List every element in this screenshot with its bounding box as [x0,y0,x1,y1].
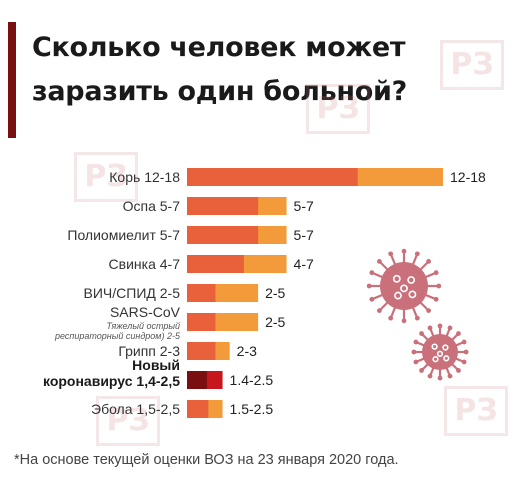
virus-spike-tip [413,339,419,345]
virus-spike-tip [376,258,382,264]
watermark-logo: РЗ [440,40,504,90]
virus-illustrations [366,248,469,381]
virus-dot [431,343,438,350]
virus-spike-tip [369,270,375,276]
category-label: Грипп 2-3 [118,343,180,359]
bar-range-low [187,284,216,302]
watermark-logo: РЗ [74,152,138,202]
virus-dot [400,284,408,293]
category-sublabel: Тяжелый острый респираторный синдром) 2-5 [54,321,181,341]
value-label: 2-5 [265,314,285,330]
category-label: Полиомиелит 5-7 [67,227,180,243]
virus-spike-tip [461,359,467,365]
category-sublabel-line: Тяжелый острый [106,321,180,331]
virus-spike-tip [427,373,433,379]
watermark-logo: РЗ [96,396,160,446]
virus-spike-tip [411,349,417,355]
virus-spike-tip [376,308,382,314]
watermark-logo: РЗ [444,386,508,436]
chart-title: Сколько человек может заразить один боль… [32,26,502,114]
virus-icon-large [366,248,442,324]
virus-spike-tip [426,258,432,264]
title-line-2: заразить один больной? [32,76,407,107]
category-label: ВИЧ/СПИД 2-5 [84,285,181,301]
value-label: 12-18 [450,169,486,185]
bar-range-low [187,342,216,360]
virus-dot [392,274,401,283]
virus-spike-tip [388,251,394,257]
virus-spike-tip [419,368,424,373]
category-label-line: Новый [132,357,180,373]
bar-range-low [187,255,244,273]
virus-dot [432,356,439,363]
category-label: Оспа 5-7 [123,198,181,214]
value-label: 1.4-2.5 [230,372,274,388]
bar-range-low [187,197,259,215]
category-sublabel-line: респираторный синдром) 2-5 [54,331,181,341]
value-labels: 12-18 5-7 5-7 4-7 2-5 2-5 2-3 1.4-2.5 1.5-2.5 [230,169,486,417]
virus-spike-tip [433,270,439,276]
virus-spike-tip [414,315,420,321]
virus-spike-tip [427,325,433,331]
value-label: 4-7 [294,256,314,272]
title-accent-bar [8,22,16,138]
virus-spike-tip [414,251,420,257]
bar-range-low [187,226,259,244]
category-label: SARS-CoV [110,304,181,320]
virus-spike-tip [461,339,467,345]
virus-spike-tip [401,318,407,324]
virus-spike-tip [388,315,394,321]
virus-dot [394,291,402,300]
virus-spike-tip [437,375,443,381]
virus-spike-tip [426,308,432,314]
virus-icon-small [411,323,469,381]
footnote: *На основе текущей оценки ВОЗ на 23 янва… [14,452,399,468]
category-label: Новый коронавирус 1,4-2,5 [43,357,180,389]
category-label-line: коронавирус 1,4-2,5 [43,373,180,389]
virus-spike-tip [456,368,461,373]
virus-spike-tip [419,331,424,336]
virus-spike-tip [369,296,375,302]
virus-spike-tip [413,359,419,365]
bars [187,168,443,418]
virus-dot [442,344,449,351]
bar-range-low [187,371,207,389]
value-label: 2-5 [265,285,285,301]
category-label: Эбола 1,5-2,5 [91,401,180,417]
virus-dot [407,276,416,284]
virus-spike-tip [447,325,453,331]
virus-spike-tip [437,323,443,329]
virus-dot [443,355,450,362]
value-label: 2-3 [237,343,257,359]
virus-dot [436,350,444,357]
bar-range-low [187,313,216,331]
value-label: 5-7 [294,227,314,243]
virus-spike-tip [433,296,439,302]
bar-range-low [187,168,358,186]
watermark-logo: РЗ [306,84,370,134]
virus-spike-tip [447,373,453,379]
title-line-1: Сколько человек может [32,32,406,63]
category-labels: Корь 12-18 Оспа 5-7 Полиомиелит 5-7 Свинка … [43,169,181,417]
value-label: 5-7 [294,198,314,214]
virus-spike-tip [463,349,469,355]
category-label: Корь 12-18 [109,169,180,185]
bar-range-low [187,400,209,418]
virus-spike-tip [436,283,442,289]
category-label: Свинка 4-7 [109,256,181,272]
virus-dot [408,290,417,299]
virus-spike-tip [456,331,461,336]
virus-spike-tip [366,283,372,289]
value-label: 1.5-2.5 [230,401,274,417]
virus-spike-tip [401,248,407,254]
